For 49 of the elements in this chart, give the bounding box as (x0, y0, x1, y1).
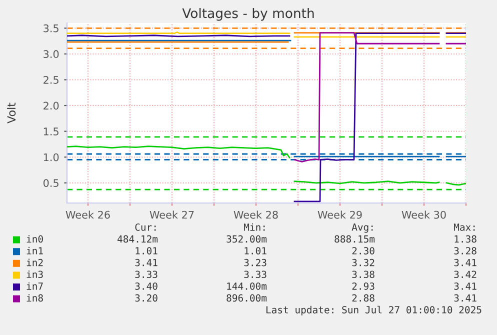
text: 3.20 (135, 294, 158, 302)
legend-label: in0 (26, 235, 43, 243)
text: Max: (454, 224, 475, 231)
text: 3.33 (135, 270, 158, 278)
text: 3.41 (135, 258, 158, 266)
text: 3.28 (454, 247, 476, 254)
text: Last update: Sun Jul 27 01:00:10 2025 (266, 306, 482, 316)
x-tick-label: Week 27 (150, 210, 194, 219)
y-tick-label: 2.5 (44, 76, 58, 84)
legend-label: in3 (26, 270, 43, 278)
legend-label: in8 (26, 294, 43, 302)
legend-label: in2 (26, 258, 43, 266)
text: 484.12m (118, 235, 158, 243)
text: 2.30 (352, 247, 374, 254)
text: 888.15m (334, 235, 375, 243)
text: 2.93 (352, 282, 374, 290)
text: Cur: (135, 223, 156, 231)
legend-label: in1 (26, 246, 43, 254)
text: 144.00m (227, 282, 267, 290)
text: 3.42 (454, 270, 476, 278)
x-tick-label: Week 28 (234, 210, 278, 219)
y-tick-label: 0.5 (43, 179, 58, 187)
text: 3.41 (454, 294, 476, 302)
text: 1.38 (454, 235, 476, 243)
y-tick-label: 1.5 (44, 128, 58, 136)
y-tick-label: 2.0 (44, 102, 59, 110)
text: 3.40 (135, 282, 158, 290)
y-tick-label: 3.0 (44, 50, 59, 58)
chart-title: Voltages - by month (182, 8, 314, 21)
text: 3.32 (352, 258, 374, 266)
text: 1.01 (136, 247, 158, 254)
text: 896.00m (226, 294, 267, 302)
text: 3.23 (244, 258, 266, 266)
text: 3.33 (244, 270, 266, 278)
text: 352.00m (226, 235, 267, 243)
text: 3.41 (454, 258, 476, 266)
y-tick-label: 3.5 (44, 24, 58, 32)
text: 3.41 (454, 282, 476, 290)
text: Avg: (352, 224, 373, 233)
x-tick-label: Week 30 (402, 210, 446, 219)
x-tick-label: Week 26 (66, 210, 110, 219)
y-tick-label: 1.0 (44, 153, 59, 162)
text: 3.38 (352, 270, 374, 278)
text: 1.01 (244, 247, 266, 254)
text: Min: (244, 223, 265, 231)
x-tick-label: Week 29 (318, 210, 362, 219)
text: 2.88 (352, 294, 374, 302)
legend-label: in7 (26, 282, 43, 290)
y-axis-title: Volt (7, 102, 16, 124)
